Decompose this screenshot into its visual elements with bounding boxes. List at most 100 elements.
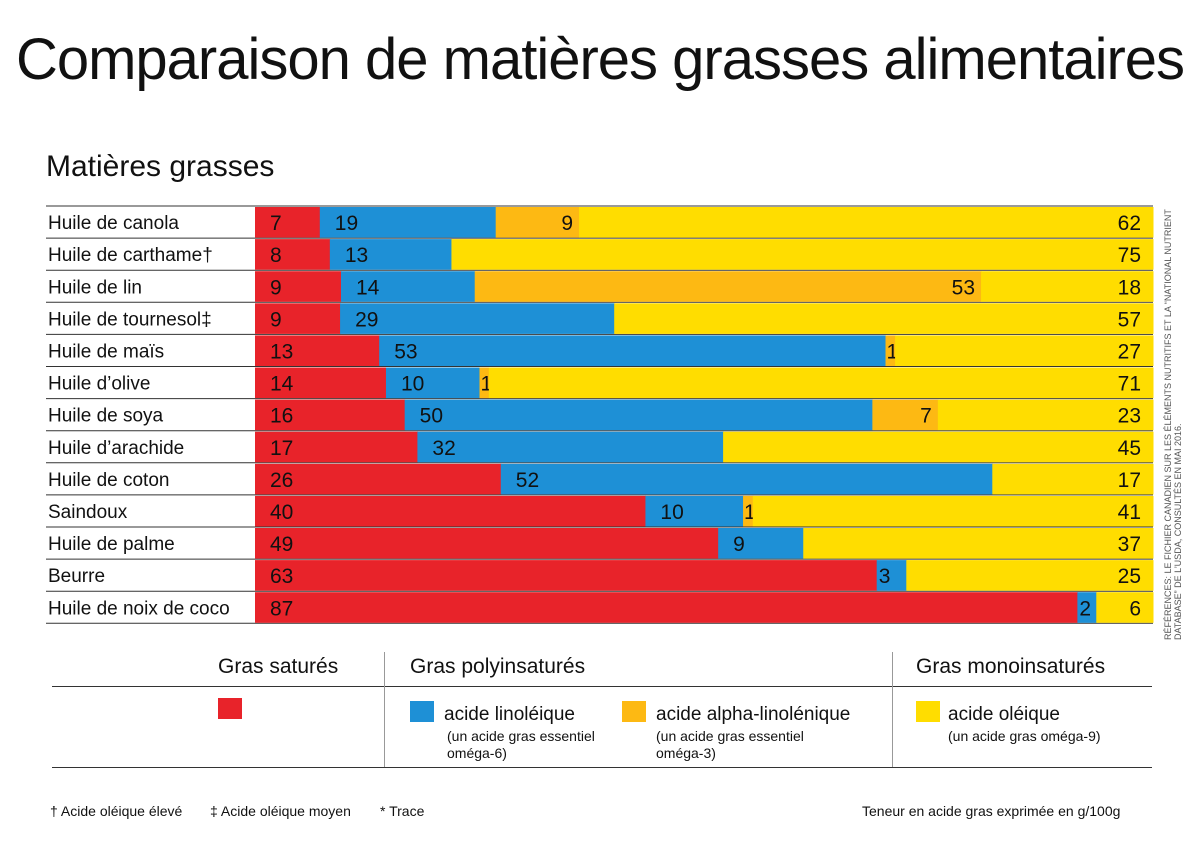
- bar-segment: [404, 399, 873, 431]
- data-label: 1: [481, 373, 493, 396]
- legend-label-linoleic: acide linoléique: [444, 704, 575, 725]
- bar-segment: [329, 239, 452, 270]
- bar-segment: [495, 207, 580, 238]
- data-label: 49: [270, 533, 293, 556]
- legend-poly-heading: Gras polyinsaturés: [410, 655, 586, 678]
- legend-bottom-rule: [52, 767, 1152, 768]
- data-label: 50: [420, 405, 443, 428]
- bar-segment: [718, 528, 804, 559]
- legend-saturated-heading: Gras saturés: [218, 655, 339, 678]
- bar-segment: [255, 367, 387, 399]
- data-label: 75: [1118, 244, 1141, 267]
- data-label: 53: [952, 276, 975, 299]
- bar-segment: [645, 495, 744, 527]
- bar-segment: [743, 495, 754, 527]
- bar-segment: [340, 271, 476, 302]
- bar-segment: [895, 335, 1154, 366]
- bar-segment: [255, 528, 719, 559]
- data-label: 45: [1118, 437, 1141, 460]
- legend-top-rule: [52, 686, 1152, 687]
- bar-segment: [803, 528, 1154, 559]
- category-label: Huile de maïs: [48, 341, 164, 362]
- data-label: 62: [1118, 212, 1141, 235]
- legend-mono-heading: Gras monoinsaturés: [916, 655, 1106, 678]
- data-label: 13: [345, 244, 368, 267]
- bar-segment: [992, 463, 1154, 495]
- category-label: Huile de soya: [48, 406, 164, 427]
- category-label: Huile de noix de coco: [48, 598, 230, 619]
- category-label: Huile de carthame†: [48, 245, 213, 266]
- bar-segment: [379, 335, 887, 366]
- data-label: 32: [432, 437, 455, 460]
- data-label: 16: [270, 405, 293, 428]
- legend-sub-linoleic: (un acide gras essentiel oméga-6): [447, 728, 595, 761]
- data-label: 53: [394, 340, 417, 363]
- legend-swatch-saturated: [218, 698, 242, 719]
- data-label: 8: [270, 244, 282, 267]
- bar-segment: [340, 303, 615, 334]
- legend-sub-oleic: (un acide gras oméga-9): [948, 728, 1101, 744]
- data-label: 2: [1079, 597, 1091, 620]
- section-title: Matières grasses: [46, 150, 275, 183]
- bar-segment: [255, 239, 331, 270]
- data-label: 7: [920, 405, 932, 428]
- data-label: 6: [1129, 597, 1141, 620]
- data-label: 9: [270, 276, 282, 299]
- data-label: 3: [879, 565, 891, 588]
- bar-segment: [255, 399, 406, 431]
- legend-swatch-linoleic: [410, 701, 434, 722]
- data-label: 26: [270, 469, 293, 492]
- data-label: 40: [270, 501, 293, 524]
- category-label: Huile d’olive: [48, 374, 150, 395]
- data-label: 23: [1118, 405, 1141, 428]
- data-label: 10: [660, 501, 683, 524]
- bar-segment: [255, 463, 502, 495]
- bar-segment: [614, 303, 1154, 334]
- data-label: 9: [561, 212, 573, 235]
- bar-segment: [876, 560, 907, 591]
- legend-sub-alpha: (un acide gras essentiel oméga-3): [656, 728, 804, 761]
- data-label: 17: [1118, 469, 1141, 492]
- bar-segment: [255, 560, 878, 591]
- data-label: 29: [355, 308, 378, 331]
- bar-segment: [474, 271, 982, 302]
- bar-segment: [1096, 592, 1154, 623]
- footnote-units: Teneur en acide gras exprimée en g/100g: [862, 803, 1121, 819]
- bar-segment: [752, 495, 1154, 527]
- data-label: 9: [733, 533, 745, 556]
- data-label: 27: [1118, 340, 1141, 363]
- bar-segment: [255, 335, 380, 366]
- category-label: Huile de canola: [48, 213, 179, 234]
- bar-segment: [579, 207, 1154, 238]
- data-label: 71: [1118, 373, 1141, 396]
- bar-segment: [872, 399, 939, 431]
- bar-segment: [255, 495, 646, 527]
- bar-segment: [488, 367, 1154, 399]
- data-label: 10: [401, 373, 424, 396]
- data-label: 13: [270, 340, 293, 363]
- bar-segment: [319, 207, 497, 238]
- footnote-dagger: † Acide oléique élevé: [50, 803, 183, 819]
- bar-segment: [255, 431, 418, 463]
- category-label: Huile d’arachide: [48, 438, 184, 459]
- data-label: 17: [270, 437, 293, 460]
- legend-swatch-oleic: [916, 701, 940, 722]
- bar-segment: [500, 463, 993, 495]
- footnote-double-dagger: ‡ Acide oléique moyen: [210, 803, 351, 819]
- page-title: Comparaison de matières grasses alimenta…: [15, 27, 1185, 92]
- category-label: Huile de palme: [48, 534, 175, 555]
- legend-label-alpha: acide alpha-linolénique: [656, 704, 851, 725]
- data-label: 52: [516, 469, 539, 492]
- legend-swatch-alpha: [622, 701, 646, 722]
- data-label: 37: [1118, 533, 1141, 556]
- bar-segment: [255, 207, 321, 238]
- category-label: Huile de lin: [48, 277, 142, 298]
- legend-label-oleic: acide oléique: [948, 704, 1060, 725]
- data-label: 25: [1118, 565, 1141, 588]
- data-label: 1: [887, 340, 899, 363]
- data-label: 57: [1118, 308, 1141, 331]
- legend-divider-1: [384, 652, 385, 767]
- data-label: 7: [270, 212, 282, 235]
- legend-divider-2: [892, 652, 893, 767]
